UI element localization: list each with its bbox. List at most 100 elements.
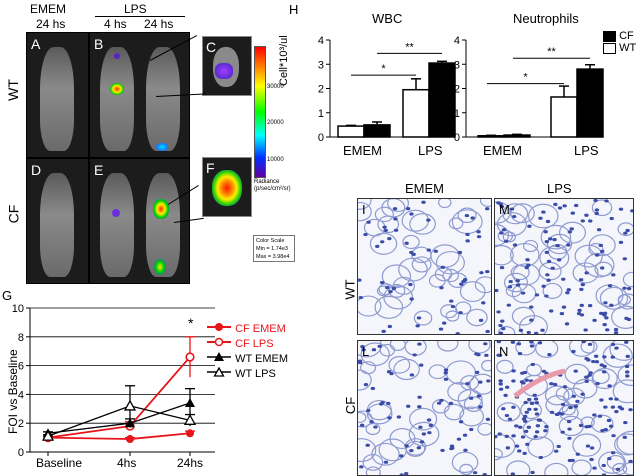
nucleus: [485, 329, 490, 334]
alveolus: [358, 411, 367, 423]
panel-letter-m: M: [499, 202, 510, 217]
nucleus: [547, 353, 552, 357]
nucleus: [550, 266, 555, 270]
alveolus: [617, 222, 633, 237]
alveolus: [502, 203, 529, 225]
nucleus: [522, 414, 528, 418]
nucleus: [602, 364, 607, 368]
alveolus: [404, 341, 427, 356]
nucleus: [524, 378, 529, 382]
nucleus: [609, 216, 614, 221]
nucleus: [526, 263, 531, 267]
signal-spot: [215, 63, 233, 79]
data-point: [126, 435, 134, 444]
nucleus: [511, 214, 517, 219]
nucleus: [624, 341, 629, 344]
nucleus: [534, 293, 540, 297]
nucleus: [519, 380, 525, 384]
nucleus: [584, 375, 589, 379]
nucleus: [553, 202, 558, 206]
nucleus: [611, 434, 616, 438]
nucleus: [613, 327, 619, 332]
nucleus: [579, 303, 584, 307]
panel-letter-a: A: [31, 36, 41, 52]
nucleus: [440, 265, 446, 269]
nucleus: [450, 304, 456, 309]
nucleus: [584, 271, 589, 275]
data-point: [183, 413, 197, 425]
alveolus: [358, 201, 372, 222]
nucleus: [543, 230, 548, 234]
panel-g-chart: 0 2 4 6 8 10: [12, 303, 215, 459]
nucleus: [496, 341, 502, 344]
mouse-silhouette: [100, 173, 134, 277]
panel-letter-i: I: [362, 202, 366, 217]
nucleus: [523, 429, 529, 433]
alveolus: [393, 358, 420, 381]
panel-letter-f: F: [206, 160, 215, 176]
y-tick-label: 2: [454, 84, 460, 96]
nucleus: [530, 362, 536, 367]
sig-label: *: [381, 63, 386, 75]
nucleus: [583, 328, 588, 332]
nucleus: [515, 283, 521, 287]
bar-wt-lps: [550, 96, 578, 138]
nucleus: [518, 328, 524, 332]
nucleus: [594, 211, 599, 216]
mouse-silhouette: [40, 47, 74, 151]
nucleus: [600, 266, 605, 270]
alveolus: [358, 199, 372, 210]
nucleus: [604, 199, 609, 203]
nucleus: [605, 328, 610, 332]
nucleus: [387, 416, 392, 420]
legend-cf: CF: [603, 30, 634, 42]
nucleus: [628, 408, 633, 412]
alveolus: [523, 239, 539, 253]
nucleus: [375, 244, 380, 248]
nucleus: [469, 427, 474, 432]
nucleus: [628, 459, 633, 463]
color-scale-box: Color Scale Min = 1.74e3 Max = 3.98e4: [253, 235, 295, 262]
nucleus: [449, 444, 455, 448]
alveolus: [519, 315, 548, 334]
alveolus: [469, 373, 491, 395]
nucleus: [556, 258, 562, 262]
nucleus: [562, 204, 567, 208]
legend-swatch-wt: [603, 42, 616, 54]
nucleus: [457, 250, 463, 255]
legend-item: CF EMEM: [206, 322, 288, 337]
alveolus: [401, 209, 430, 232]
nucleus: [479, 271, 484, 275]
nucleus: [580, 392, 585, 396]
nucleus: [393, 228, 399, 232]
y-tick-label: 10: [12, 303, 24, 315]
alveolus: [574, 244, 603, 268]
nucleus: [383, 460, 389, 464]
nucleus: [610, 451, 616, 455]
nucleus: [485, 417, 491, 421]
nucleus: [406, 404, 411, 408]
nucleus: [419, 440, 425, 444]
alveolus: [468, 341, 491, 354]
nucleus: [526, 330, 531, 334]
alveolus: [451, 451, 479, 474]
nucleus: [511, 369, 516, 373]
panel-letter-l: L: [362, 344, 370, 359]
nucleus: [571, 394, 576, 398]
legend-label-cf: CF: [619, 30, 634, 42]
nucleus: [465, 232, 470, 237]
alveolus: [442, 268, 459, 283]
nucleus: [433, 249, 438, 253]
alveolus: [392, 276, 415, 295]
alveolus: [599, 286, 629, 310]
signal-spot: [212, 170, 242, 206]
nucleus: [560, 402, 566, 407]
nucleus: [507, 417, 513, 421]
bar-cf-lps: [576, 68, 604, 138]
panel-h-ylabel: Cell*10³/ul: [278, 35, 290, 86]
nucleus: [440, 448, 445, 453]
nucleus: [571, 349, 576, 354]
nucleus: [604, 316, 609, 320]
wbc-title: WBC: [372, 11, 403, 26]
alveolus: [413, 310, 433, 326]
